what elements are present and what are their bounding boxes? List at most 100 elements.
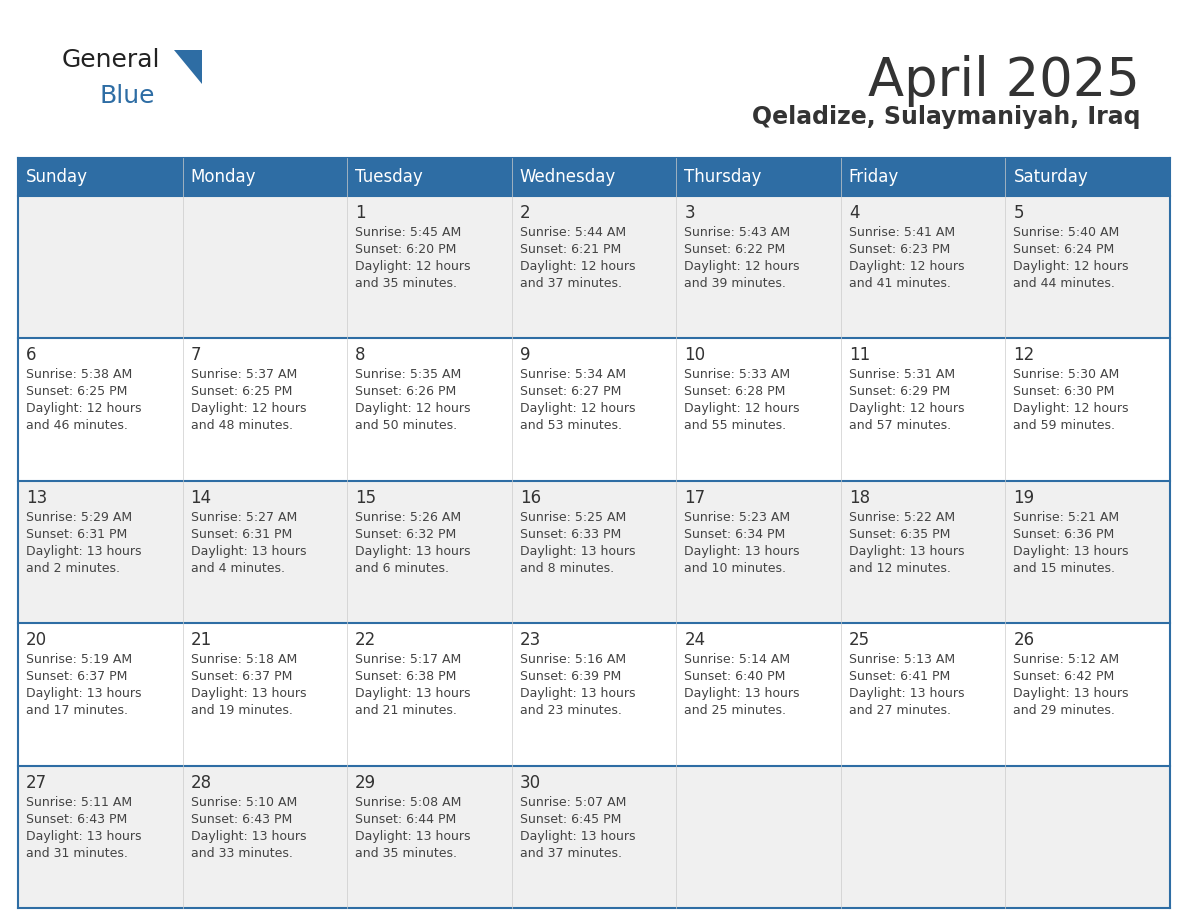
Text: Sunrise: 5:07 AM: Sunrise: 5:07 AM [519, 796, 626, 809]
Text: and 19 minutes.: and 19 minutes. [190, 704, 292, 717]
Text: Daylight: 13 hours: Daylight: 13 hours [519, 830, 636, 843]
Text: 16: 16 [519, 488, 541, 507]
Text: and 55 minutes.: and 55 minutes. [684, 420, 786, 432]
Text: 24: 24 [684, 632, 706, 649]
Text: and 27 minutes.: and 27 minutes. [849, 704, 950, 717]
Text: and 35 minutes.: and 35 minutes. [355, 277, 457, 290]
Text: Sunrise: 5:17 AM: Sunrise: 5:17 AM [355, 654, 461, 666]
Text: Sunset: 6:35 PM: Sunset: 6:35 PM [849, 528, 950, 541]
Text: Daylight: 13 hours: Daylight: 13 hours [190, 830, 307, 843]
Text: 5: 5 [1013, 204, 1024, 222]
Text: Daylight: 13 hours: Daylight: 13 hours [190, 688, 307, 700]
Text: and 46 minutes.: and 46 minutes. [26, 420, 128, 432]
Text: 30: 30 [519, 774, 541, 791]
Polygon shape [173, 50, 202, 84]
Text: Daylight: 13 hours: Daylight: 13 hours [684, 544, 800, 558]
Text: Sunrise: 5:40 AM: Sunrise: 5:40 AM [1013, 226, 1119, 239]
Text: 4: 4 [849, 204, 859, 222]
Text: 21: 21 [190, 632, 211, 649]
Text: and 8 minutes.: and 8 minutes. [519, 562, 614, 575]
Text: 1: 1 [355, 204, 366, 222]
Text: Sunset: 6:42 PM: Sunset: 6:42 PM [1013, 670, 1114, 683]
Text: Daylight: 13 hours: Daylight: 13 hours [849, 688, 965, 700]
Text: and 21 minutes.: and 21 minutes. [355, 704, 457, 717]
Text: Daylight: 12 hours: Daylight: 12 hours [519, 260, 636, 273]
Text: Wednesday: Wednesday [519, 168, 615, 186]
Text: Daylight: 13 hours: Daylight: 13 hours [849, 544, 965, 558]
Text: Daylight: 12 hours: Daylight: 12 hours [849, 260, 965, 273]
Text: Sunday: Sunday [26, 168, 88, 186]
Text: Sunrise: 5:25 AM: Sunrise: 5:25 AM [519, 510, 626, 524]
Text: and 37 minutes.: and 37 minutes. [519, 846, 621, 859]
Text: Sunset: 6:21 PM: Sunset: 6:21 PM [519, 243, 621, 256]
Text: Sunset: 6:30 PM: Sunset: 6:30 PM [1013, 386, 1114, 398]
Text: Sunrise: 5:38 AM: Sunrise: 5:38 AM [26, 368, 132, 381]
Text: 19: 19 [1013, 488, 1035, 507]
Text: 17: 17 [684, 488, 706, 507]
Text: Sunrise: 5:30 AM: Sunrise: 5:30 AM [1013, 368, 1119, 381]
Text: Sunset: 6:45 PM: Sunset: 6:45 PM [519, 812, 621, 825]
Text: and 15 minutes.: and 15 minutes. [1013, 562, 1116, 575]
Text: Sunrise: 5:33 AM: Sunrise: 5:33 AM [684, 368, 790, 381]
Text: Sunrise: 5:45 AM: Sunrise: 5:45 AM [355, 226, 461, 239]
Text: and 37 minutes.: and 37 minutes. [519, 277, 621, 290]
Text: Daylight: 13 hours: Daylight: 13 hours [26, 688, 141, 700]
Text: and 4 minutes.: and 4 minutes. [190, 562, 285, 575]
Text: 29: 29 [355, 774, 377, 791]
Text: Sunset: 6:37 PM: Sunset: 6:37 PM [26, 670, 127, 683]
Text: 11: 11 [849, 346, 870, 364]
Text: 8: 8 [355, 346, 366, 364]
Text: Sunrise: 5:13 AM: Sunrise: 5:13 AM [849, 654, 955, 666]
Text: Daylight: 12 hours: Daylight: 12 hours [1013, 260, 1129, 273]
Text: Sunrise: 5:43 AM: Sunrise: 5:43 AM [684, 226, 790, 239]
Text: Daylight: 12 hours: Daylight: 12 hours [355, 260, 470, 273]
Text: 15: 15 [355, 488, 377, 507]
Bar [18, 766, 1170, 908]
Text: and 23 minutes.: and 23 minutes. [519, 704, 621, 717]
Text: Sunrise: 5:29 AM: Sunrise: 5:29 AM [26, 510, 132, 524]
Text: and 12 minutes.: and 12 minutes. [849, 562, 950, 575]
Text: and 57 minutes.: and 57 minutes. [849, 420, 950, 432]
Text: Daylight: 12 hours: Daylight: 12 hours [849, 402, 965, 416]
Text: Daylight: 12 hours: Daylight: 12 hours [355, 402, 470, 416]
Text: Sunset: 6:39 PM: Sunset: 6:39 PM [519, 670, 621, 683]
Text: Sunrise: 5:35 AM: Sunrise: 5:35 AM [355, 368, 461, 381]
Text: Sunset: 6:38 PM: Sunset: 6:38 PM [355, 670, 456, 683]
Text: and 41 minutes.: and 41 minutes. [849, 277, 950, 290]
Text: Daylight: 13 hours: Daylight: 13 hours [1013, 544, 1129, 558]
Text: and 59 minutes.: and 59 minutes. [1013, 420, 1116, 432]
Text: 12: 12 [1013, 346, 1035, 364]
Text: Daylight: 12 hours: Daylight: 12 hours [26, 402, 141, 416]
Text: Daylight: 13 hours: Daylight: 13 hours [355, 688, 470, 700]
Text: and 53 minutes.: and 53 minutes. [519, 420, 621, 432]
Text: Sunset: 6:32 PM: Sunset: 6:32 PM [355, 528, 456, 541]
Text: 28: 28 [190, 774, 211, 791]
Text: 18: 18 [849, 488, 870, 507]
Text: 9: 9 [519, 346, 530, 364]
Text: Daylight: 12 hours: Daylight: 12 hours [684, 402, 800, 416]
Text: Sunrise: 5:21 AM: Sunrise: 5:21 AM [1013, 510, 1119, 524]
Text: Sunrise: 5:16 AM: Sunrise: 5:16 AM [519, 654, 626, 666]
Text: 7: 7 [190, 346, 201, 364]
Text: 25: 25 [849, 632, 870, 649]
Text: and 31 minutes.: and 31 minutes. [26, 846, 128, 859]
Text: Sunset: 6:25 PM: Sunset: 6:25 PM [190, 386, 292, 398]
Text: 27: 27 [26, 774, 48, 791]
Text: 22: 22 [355, 632, 377, 649]
Text: Sunrise: 5:31 AM: Sunrise: 5:31 AM [849, 368, 955, 381]
Text: Sunrise: 5:22 AM: Sunrise: 5:22 AM [849, 510, 955, 524]
Text: Thursday: Thursday [684, 168, 762, 186]
Text: Sunset: 6:26 PM: Sunset: 6:26 PM [355, 386, 456, 398]
Text: Friday: Friday [849, 168, 899, 186]
Text: Blue: Blue [100, 84, 156, 108]
Text: and 6 minutes.: and 6 minutes. [355, 562, 449, 575]
Text: Daylight: 12 hours: Daylight: 12 hours [1013, 402, 1129, 416]
Text: Sunset: 6:27 PM: Sunset: 6:27 PM [519, 386, 621, 398]
Text: Daylight: 13 hours: Daylight: 13 hours [26, 544, 141, 558]
Text: Sunset: 6:33 PM: Sunset: 6:33 PM [519, 528, 621, 541]
Text: Sunrise: 5:26 AM: Sunrise: 5:26 AM [355, 510, 461, 524]
Text: Sunset: 6:34 PM: Sunset: 6:34 PM [684, 528, 785, 541]
Text: Sunset: 6:22 PM: Sunset: 6:22 PM [684, 243, 785, 256]
Text: Sunrise: 5:37 AM: Sunrise: 5:37 AM [190, 368, 297, 381]
Text: Sunrise: 5:10 AM: Sunrise: 5:10 AM [190, 796, 297, 809]
